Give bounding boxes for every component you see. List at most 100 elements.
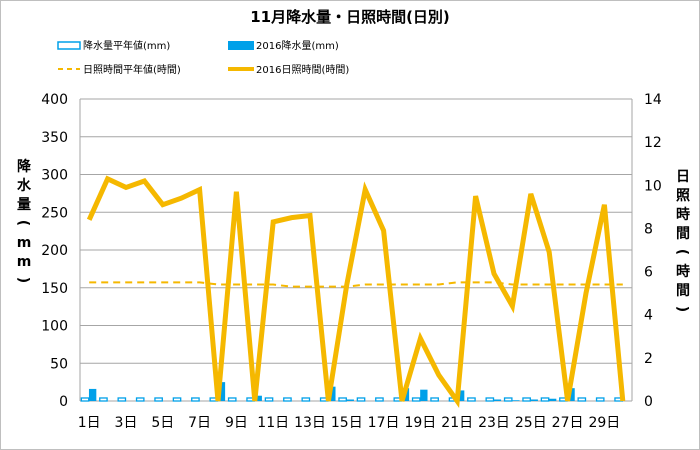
left-tick-label: 0 bbox=[59, 394, 68, 410]
right-tick-label: 14 bbox=[644, 92, 662, 108]
x-tick-label: 11日 bbox=[257, 415, 289, 431]
left-tick-label: 350 bbox=[41, 130, 68, 146]
precip-2016-bar bbox=[217, 382, 226, 401]
right-axis-title-char: 時 bbox=[676, 206, 690, 223]
normal-precip-bar bbox=[227, 397, 237, 402]
normal-precip-bar bbox=[301, 397, 311, 402]
legend-swatch-2016-precip bbox=[228, 41, 254, 50]
left-axis-ticks: 0 50 100 150 200 250 300 350 400 bbox=[41, 92, 68, 410]
precip-2016-bar bbox=[530, 399, 538, 401]
precip-2016-bar bbox=[493, 399, 502, 401]
right-tick-label: 10 bbox=[644, 178, 662, 194]
right-axis-ticks: 0 2 4 6 8 10 12 14 bbox=[644, 92, 662, 410]
left-tick-label: 400 bbox=[41, 92, 68, 108]
left-axis-title-char: m bbox=[17, 235, 32, 251]
normal-precip-bar bbox=[522, 397, 531, 402]
x-tick-label: 17日 bbox=[368, 415, 400, 431]
left-axis-title-char: 水 bbox=[17, 177, 32, 194]
precip-2016-bar bbox=[548, 398, 557, 401]
gridlines bbox=[79, 98, 633, 402]
normal-precip-bar bbox=[80, 397, 90, 402]
normal-precip-bar bbox=[430, 397, 439, 402]
left-tick-label: 100 bbox=[41, 319, 68, 335]
right-tick-label: 8 bbox=[644, 221, 653, 237]
left-axis-title-char: 量 bbox=[17, 197, 31, 213]
left-tick-label: 150 bbox=[41, 281, 68, 297]
sunshine-2016-line bbox=[86, 175, 626, 408]
normal-precip-bar bbox=[135, 397, 145, 402]
x-tick-label: 27日 bbox=[552, 415, 584, 431]
normal-precip-bar bbox=[485, 397, 495, 402]
normal-precip-bar bbox=[467, 397, 476, 402]
normal-sunshine-line bbox=[89, 281, 623, 288]
normal-precip-bar bbox=[540, 397, 550, 402]
left-tick-label: 250 bbox=[41, 205, 68, 221]
right-axis-title-char: 日 bbox=[676, 169, 690, 185]
normal-precip-bar bbox=[356, 397, 366, 402]
left-tick-label: 200 bbox=[41, 243, 68, 259]
x-tick-label: 7日 bbox=[188, 415, 211, 431]
left-axis-title-char: ) bbox=[15, 277, 31, 283]
right-tick-label: 2 bbox=[644, 351, 653, 367]
x-axis-ticks: 1日 3日 5日 7日 9日 11日 13日 15日 17日 19日 21日 23日 25日 27日 29日 bbox=[78, 415, 621, 431]
x-tick-label: 13日 bbox=[294, 415, 326, 431]
normal-precip-bar bbox=[264, 397, 274, 402]
right-axis-title-char: ) bbox=[674, 306, 690, 312]
normal-precip-bar bbox=[375, 397, 384, 402]
left-tick-label: 50 bbox=[50, 356, 68, 372]
x-tick-label: 21日 bbox=[441, 415, 473, 431]
right-axis-title-char: 時 bbox=[676, 263, 690, 280]
right-tick-label: 6 bbox=[644, 265, 653, 281]
right-axis-title-char: 間 bbox=[676, 226, 690, 242]
x-tick-label: 23日 bbox=[478, 415, 510, 431]
precip-2016-bar bbox=[512, 400, 520, 401]
left-axis-title-char: 降 bbox=[17, 158, 32, 175]
left-axis-title: 降水量 ( mm) bbox=[15, 158, 32, 283]
normal-precip-bar bbox=[503, 397, 513, 402]
x-tick-label: 3日 bbox=[115, 415, 138, 431]
x-tick-label: 19日 bbox=[404, 415, 436, 431]
normal-precip-bars bbox=[80, 397, 623, 402]
normal-precip-bar bbox=[172, 397, 182, 402]
left-axis-title-char: m bbox=[17, 254, 32, 270]
sunshine-lines bbox=[86, 175, 626, 408]
x-tick-label: 1日 bbox=[78, 415, 101, 431]
normal-precip-bar bbox=[99, 397, 108, 402]
chart-title: 11月降水量・日照時間(日別) bbox=[250, 8, 450, 26]
precip-2016-bar bbox=[346, 399, 354, 401]
right-axis-title-char: 照 bbox=[676, 188, 690, 204]
x-tick-label: 25日 bbox=[515, 415, 547, 431]
right-tick-label: 12 bbox=[644, 135, 662, 151]
precip-2016-bar bbox=[254, 395, 262, 401]
normal-precip-bar bbox=[411, 397, 421, 402]
x-tick-label: 29日 bbox=[588, 415, 620, 431]
precip-2016-bar bbox=[456, 390, 465, 401]
normal-precip-bar bbox=[283, 397, 292, 402]
right-axis-title-char: 間 bbox=[676, 283, 690, 299]
legend-swatch-normal-precip bbox=[57, 41, 81, 50]
right-axis-title-char: ( bbox=[674, 249, 690, 255]
normal-precip-bar bbox=[577, 397, 587, 402]
normal-precip-bar bbox=[595, 397, 605, 402]
normal-precip-bar bbox=[191, 397, 200, 402]
right-tick-label: 0 bbox=[644, 394, 653, 410]
normal-precip-bar bbox=[154, 397, 163, 402]
x-tick-label: 9日 bbox=[225, 415, 248, 431]
normal-precip-bar bbox=[117, 397, 127, 402]
precip-2016-bar bbox=[88, 388, 97, 401]
precip-2016-bar bbox=[420, 389, 428, 401]
legend-label-2016-sunshine: 2016日照時間(時間) bbox=[256, 64, 349, 76]
legend-label-normal-sunshine: 日照時間平年値(時間) bbox=[83, 63, 181, 76]
left-axis-title-char: ( bbox=[15, 220, 31, 226]
normal-precip-bar bbox=[338, 397, 347, 402]
right-axis-title: 日照時間(時間) bbox=[674, 169, 690, 312]
x-tick-label: 5日 bbox=[151, 415, 174, 431]
legend-label-normal-precip: 降水量平年値(mm) bbox=[83, 39, 170, 52]
x-tick-label: 15日 bbox=[331, 415, 363, 431]
left-tick-label: 300 bbox=[41, 168, 68, 184]
legend-label-2016-precip: 2016降水量(mm) bbox=[256, 39, 339, 52]
legend: 降水量平年値(mm) 2016降水量(mm) 日照時間平年値(時間) 2016日… bbox=[57, 39, 349, 76]
right-tick-label: 4 bbox=[644, 308, 653, 324]
